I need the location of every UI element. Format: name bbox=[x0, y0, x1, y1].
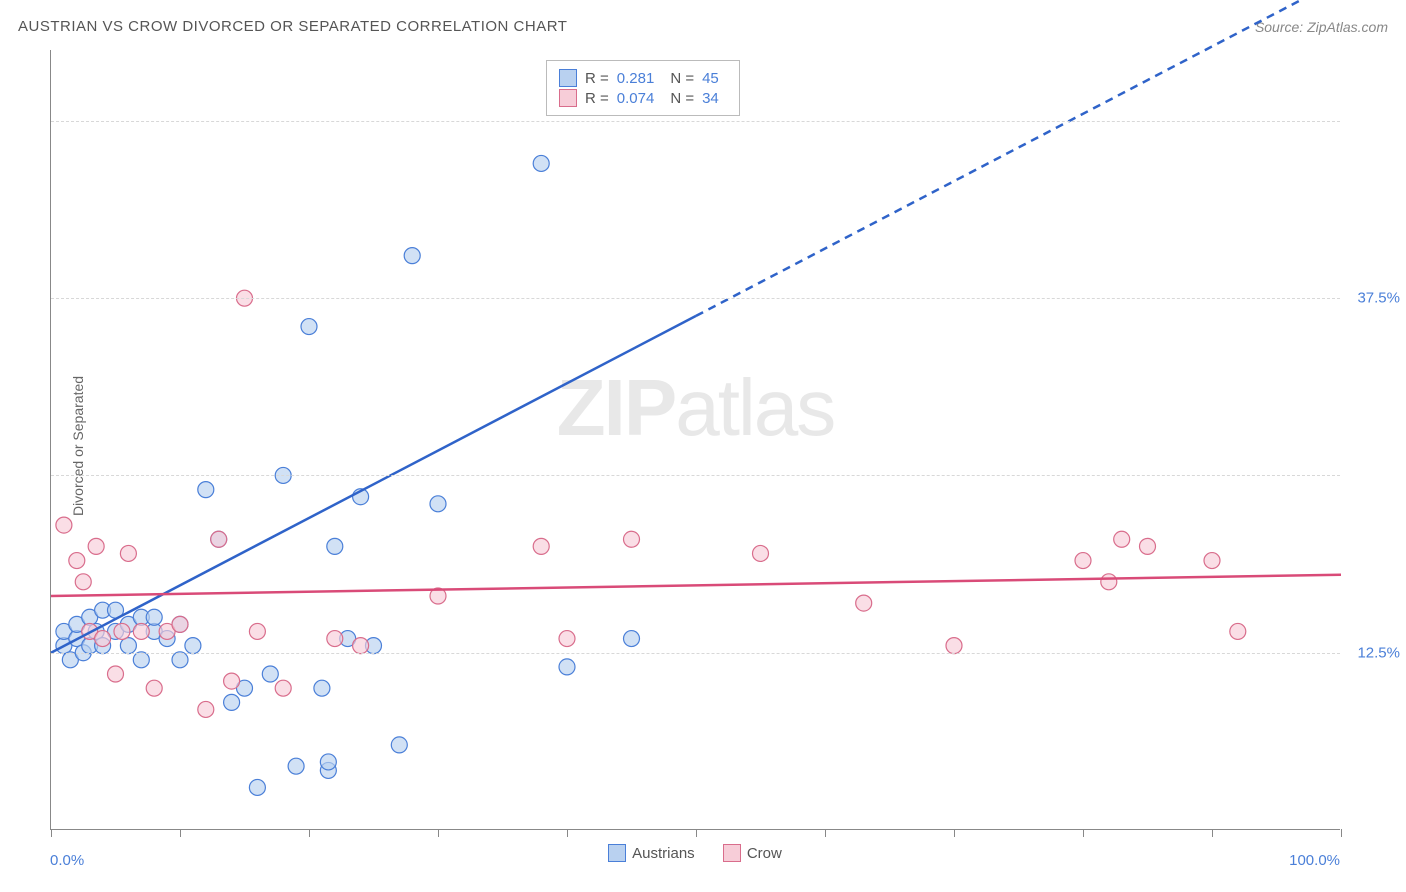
scatter-point bbox=[327, 538, 343, 554]
scatter-point bbox=[198, 701, 214, 717]
scatter-point bbox=[224, 673, 240, 689]
scatter-point bbox=[108, 666, 124, 682]
gridline bbox=[51, 121, 1340, 122]
scatter-point bbox=[288, 758, 304, 774]
legend-bottom: Austrians Crow bbox=[50, 844, 1340, 866]
scatter-point bbox=[559, 631, 575, 647]
scatter-point bbox=[146, 609, 162, 625]
x-tick bbox=[954, 829, 955, 837]
scatter-point bbox=[172, 652, 188, 668]
scatter-point bbox=[198, 482, 214, 498]
scatter-point bbox=[185, 638, 201, 654]
title-bar: AUSTRIAN VS CROW DIVORCED OR SEPARATED C… bbox=[18, 18, 1388, 35]
scatter-point bbox=[114, 623, 130, 639]
scatter-point bbox=[753, 545, 769, 561]
scatter-point bbox=[249, 623, 265, 639]
scatter-point bbox=[249, 779, 265, 795]
scatter-point bbox=[262, 666, 278, 682]
swatch-blue-icon bbox=[559, 69, 577, 87]
trend-line-solid bbox=[51, 316, 696, 653]
plot-area: ZIPatlas 12.5%37.5% bbox=[50, 50, 1340, 830]
scatter-point bbox=[133, 652, 149, 668]
legend-stats: R = 0.281 N = 45 R = 0.074 N = 34 bbox=[546, 60, 740, 116]
scatter-point bbox=[946, 638, 962, 654]
r-value: 0.074 bbox=[617, 90, 655, 107]
x-tick bbox=[51, 829, 52, 837]
scatter-point bbox=[75, 574, 91, 590]
chart-title: AUSTRIAN VS CROW DIVORCED OR SEPARATED C… bbox=[18, 18, 567, 35]
scatter-point bbox=[172, 616, 188, 632]
scatter-point bbox=[320, 754, 336, 770]
scatter-point bbox=[133, 623, 149, 639]
r-label: R = bbox=[585, 70, 609, 87]
scatter-point bbox=[301, 319, 317, 335]
x-tick bbox=[180, 829, 181, 837]
trend-line bbox=[51, 575, 1341, 596]
scatter-point bbox=[211, 531, 227, 547]
legend-item-crow: Crow bbox=[723, 844, 782, 862]
scatter-point bbox=[404, 248, 420, 264]
n-value: 45 bbox=[702, 70, 719, 87]
x-tick bbox=[309, 829, 310, 837]
scatter-point bbox=[88, 538, 104, 554]
swatch-pink-icon bbox=[723, 844, 741, 862]
r-value: 0.281 bbox=[617, 70, 655, 87]
scatter-point bbox=[533, 538, 549, 554]
x-tick bbox=[567, 829, 568, 837]
n-value: 34 bbox=[702, 90, 719, 107]
scatter-point bbox=[624, 531, 640, 547]
x-tick bbox=[1341, 829, 1342, 837]
scatter-point bbox=[430, 496, 446, 512]
scatter-point bbox=[327, 631, 343, 647]
x-tick bbox=[1083, 829, 1084, 837]
y-tick-label: 12.5% bbox=[1345, 644, 1400, 661]
scatter-point bbox=[120, 545, 136, 561]
scatter-point bbox=[224, 694, 240, 710]
scatter-point bbox=[353, 638, 369, 654]
scatter-point bbox=[275, 680, 291, 696]
gridline bbox=[51, 298, 1340, 299]
scatter-point bbox=[1140, 538, 1156, 554]
scatter-point bbox=[1230, 623, 1246, 639]
legend-item-austrians: Austrians bbox=[608, 844, 695, 862]
gridline bbox=[51, 653, 1340, 654]
source-label: Source: ZipAtlas.com bbox=[1255, 19, 1388, 35]
r-label: R = bbox=[585, 90, 609, 107]
legend-label: Austrians bbox=[632, 845, 695, 862]
trend-line-dashed bbox=[696, 0, 1341, 316]
gridline bbox=[51, 475, 1340, 476]
legend-row-crow: R = 0.074 N = 34 bbox=[559, 89, 727, 107]
scatter-point bbox=[1101, 574, 1117, 590]
scatter-point bbox=[56, 517, 72, 533]
scatter-point bbox=[856, 595, 872, 611]
scatter-point bbox=[120, 638, 136, 654]
x-tick bbox=[438, 829, 439, 837]
scatter-point bbox=[1075, 553, 1091, 569]
scatter-point bbox=[559, 659, 575, 675]
scatter-point bbox=[1204, 553, 1220, 569]
n-label: N = bbox=[670, 90, 694, 107]
n-label: N = bbox=[670, 70, 694, 87]
scatter-point bbox=[533, 155, 549, 171]
x-tick bbox=[1212, 829, 1213, 837]
scatter-point bbox=[146, 680, 162, 696]
legend-row-austrians: R = 0.281 N = 45 bbox=[559, 69, 727, 87]
swatch-blue-icon bbox=[608, 844, 626, 862]
scatter-point bbox=[1114, 531, 1130, 547]
scatter-point bbox=[69, 553, 85, 569]
plot-svg bbox=[51, 50, 1340, 829]
scatter-point bbox=[95, 631, 111, 647]
y-tick-label: 37.5% bbox=[1345, 290, 1400, 307]
scatter-point bbox=[314, 680, 330, 696]
legend-label: Crow bbox=[747, 845, 782, 862]
x-tick bbox=[825, 829, 826, 837]
scatter-point bbox=[624, 631, 640, 647]
scatter-point bbox=[391, 737, 407, 753]
swatch-pink-icon bbox=[559, 89, 577, 107]
x-tick bbox=[696, 829, 697, 837]
